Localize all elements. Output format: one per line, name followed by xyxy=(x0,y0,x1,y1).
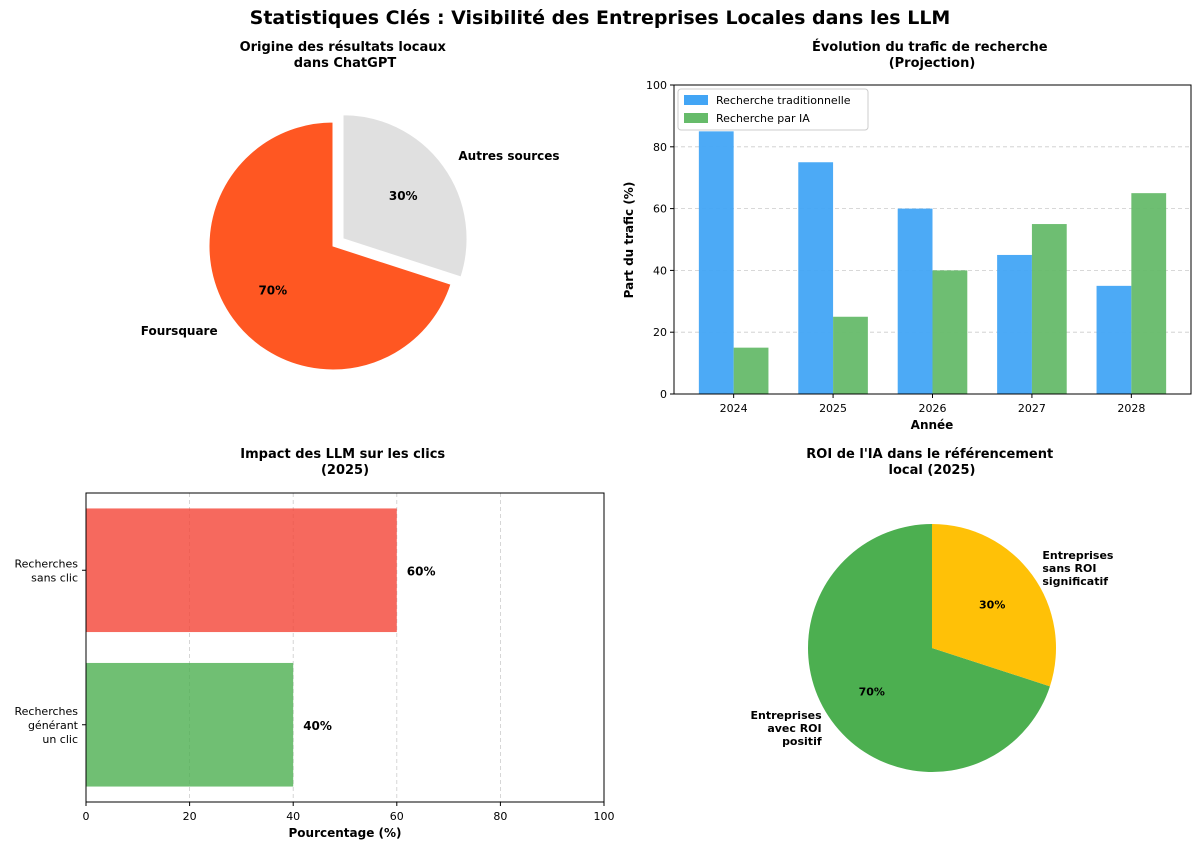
bar-recherche-traditionnelle-2026 xyxy=(897,208,933,394)
barh-ytick-label-recherches-sans-clic-line-1: Recherches xyxy=(14,557,78,570)
bar-recherche-traditionnelle-2028 xyxy=(1096,285,1132,394)
pie2-label-entreprises-avec-roi-positif-line-3: positif xyxy=(782,735,822,748)
pie2-slice-entreprises-sans-roi-significatif xyxy=(932,524,1056,687)
bars-marks xyxy=(698,131,1167,394)
bars-ytick-label-40: 40 xyxy=(653,264,667,277)
bars-ylabel: Part du trafic (%) xyxy=(622,182,636,299)
pie2-title-line2: local (2025) xyxy=(889,463,976,478)
legend-box xyxy=(677,88,869,131)
pie1-title: Origine des résultats locaux dans ChatGP… xyxy=(240,40,451,71)
bars-ytick-label-0: 0 xyxy=(660,388,667,401)
panel-source-pie: Origine des résultats locaux dans ChatGP… xyxy=(141,40,560,371)
bar-recherche-traditionnelle-2027 xyxy=(997,254,1032,394)
bars-ytick-label-80: 80 xyxy=(653,141,667,154)
barh-value-recherches-sans-clic: 60% xyxy=(407,564,436,578)
barh-xtick-label-100: 100 xyxy=(594,810,615,823)
barh-xtick-label-60: 60 xyxy=(390,810,404,823)
bars-xtick-label-2028: 2028 xyxy=(1117,402,1145,415)
barh-ytick-label-recherches-generant-un-clic-line-2: générant xyxy=(28,719,79,732)
pie2-label-entreprises-sans-roi-significatif-line-2: sans ROI xyxy=(1042,562,1096,575)
pie1-title-line2: dans ChatGPT xyxy=(294,56,397,71)
barh-xtick-label-80: 80 xyxy=(493,810,507,823)
barh-recherches-sans-clic xyxy=(86,508,397,633)
pie2-label-entreprises-avec-roi-positif-line-2: avec ROI xyxy=(767,722,821,735)
bar-recherche-par-ia-2026 xyxy=(932,270,968,394)
pie1-label-autres-sources: Autres sources xyxy=(458,149,559,163)
bars-xtick-label-2027: 2027 xyxy=(1018,402,1046,415)
pie1-slice-autres-sources xyxy=(342,114,468,278)
bar-recherche-traditionnelle-2024 xyxy=(698,131,734,394)
bar-recherche-par-ia-2024 xyxy=(733,347,769,394)
pie1-pct-autres-sources: 30% xyxy=(389,189,418,203)
pie1-marks: 70% 30% Foursquare Autres sources xyxy=(141,114,560,371)
legend-swatch-traditional xyxy=(684,95,708,105)
pie1-slice-foursquare xyxy=(208,121,452,371)
legend-swatch-ai xyxy=(684,113,708,123)
pie2-label-entreprises-avec-roi-positif-line-1: Entreprises xyxy=(751,709,823,722)
legend-label-ai: Recherche par IA xyxy=(716,112,810,125)
bars-xtick-label-2024: 2024 xyxy=(720,402,748,415)
bars-legend: Recherche traditionnelle Recherche par I… xyxy=(677,88,869,131)
bars-title-line1: Évolution du trafic de recherche xyxy=(812,39,1048,55)
barh-ytick-label-recherches-generant-un-clic-line-3: un clic xyxy=(42,733,78,746)
barh-ytick-label-recherches-sans-clic: Recherches sans clic xyxy=(14,557,78,584)
pie1-title-line1: Origine des résultats locaux xyxy=(240,40,447,55)
bars-title-line2: (Projection) xyxy=(889,56,976,71)
legend-label-traditional: Recherche traditionnelle xyxy=(716,94,851,107)
pie1-label-foursquare: Foursquare xyxy=(141,324,218,338)
pie2-label-entreprises-sans-roi-significatif: Entreprises sans ROI significatif xyxy=(1042,549,1114,588)
pie1-pct-foursquare: 70% xyxy=(258,284,287,298)
barh-marks: 60% 40% xyxy=(86,508,436,787)
barh-axes-frame xyxy=(85,492,605,803)
bars-xtick-label-2026: 2026 xyxy=(919,402,947,415)
barh-recherches-generant-un-clic xyxy=(86,662,294,787)
panel-traffic-bars: Évolution du trafic de recherche (Projec… xyxy=(622,39,1192,432)
bar-recherche-par-ia-2027 xyxy=(1031,224,1067,394)
bar-recherche-par-ia-2025 xyxy=(833,316,868,394)
barh-ytick-label-recherches-sans-clic-line-2: sans clic xyxy=(31,571,78,584)
bar-recherche-traditionnelle-2025 xyxy=(798,162,834,394)
bars-ticks: 0 20 40 60 80 100 2024 2025 2026 2027 2028 xyxy=(646,79,1145,415)
barh-title-line2: (2025) xyxy=(321,463,369,478)
pie2-title: ROI de l'IA dans le référencement local … xyxy=(806,447,1057,478)
bar-recherche-par-ia-2028 xyxy=(1131,193,1167,394)
bars-ytick-label-100: 100 xyxy=(646,79,667,92)
panel-roi-pie: ROI de l'IA dans le référencement local … xyxy=(751,447,1114,772)
pie2-label-entreprises-sans-roi-significatif-line-3: significatif xyxy=(1042,575,1108,588)
pie2-label-entreprises-avec-roi-positif: Entreprises avec ROI positif xyxy=(751,709,823,748)
barh-title: Impact des LLM sur les clics (2025) xyxy=(240,447,449,478)
bars-xlabel: Année xyxy=(911,418,954,432)
barh-ytick-label-recherches-generant-un-clic: Recherches générant un clic xyxy=(14,705,78,746)
barh-xlabel: Pourcentage (%) xyxy=(288,826,401,840)
pie2-marks: 70%30%Entreprises avec ROI positifEntrepri… xyxy=(751,524,1114,772)
barh-xtick-label-20: 20 xyxy=(183,810,197,823)
bars-title: Évolution du trafic de recherche (Projec… xyxy=(812,39,1052,71)
pie2-title-line1: ROI de l'IA dans le référencement xyxy=(806,447,1053,462)
bars-ytick-label-60: 60 xyxy=(653,203,667,216)
bars-ytick-label-20: 20 xyxy=(653,326,667,339)
pie2-label-entreprises-sans-roi-significatif-line-1: Entreprises xyxy=(1042,549,1114,562)
pie2-slice-entreprises-avec-roi-positif xyxy=(808,524,1050,772)
barh-xtick-label-40: 40 xyxy=(286,810,300,823)
barh-value-recherches-generant-un-clic: 40% xyxy=(303,719,332,733)
bars-xtick-label-2025: 2025 xyxy=(819,402,847,415)
figure-title: Statistiques Clés : Visibilité des Entre… xyxy=(250,7,951,29)
barh-xtick-label-0: 0 xyxy=(83,810,90,823)
panel-clicks-barh: Impact des LLM sur les clics (2025) 60% 4… xyxy=(14,447,614,840)
pie2-pct-entreprises-sans-roi-significatif: 30% xyxy=(979,598,1005,611)
barh-title-line1: Impact des LLM sur les clics xyxy=(240,447,445,462)
pie2-pct-entreprises-avec-roi-positif: 70% xyxy=(859,686,885,699)
barh-ytick-label-recherches-generant-un-clic-line-1: Recherches xyxy=(14,705,78,718)
